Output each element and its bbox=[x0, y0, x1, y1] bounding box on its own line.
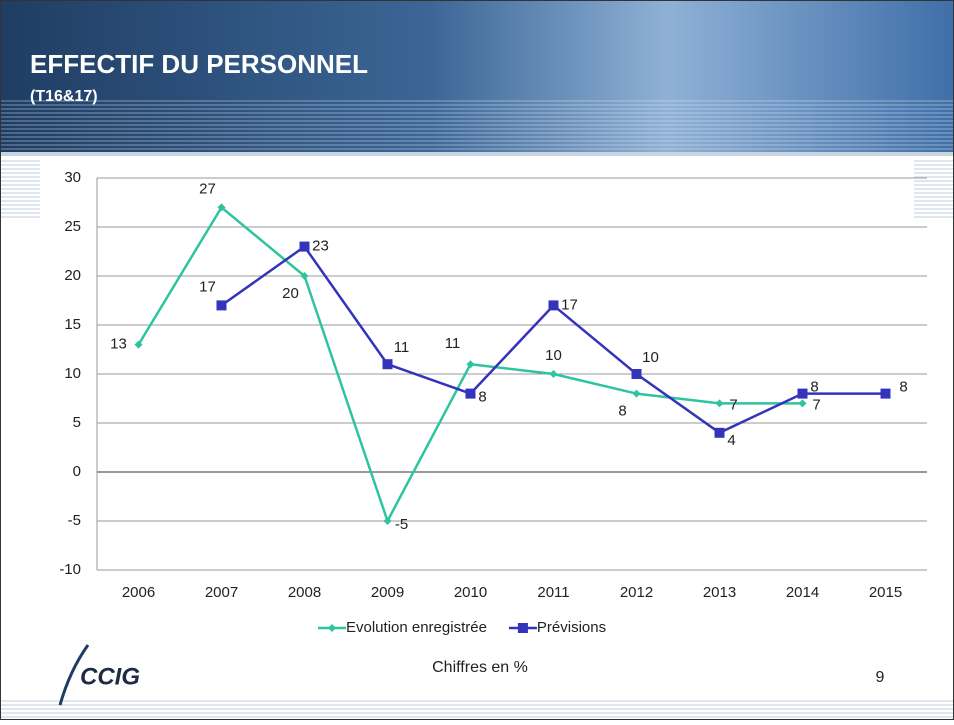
y-tick-label: -5 bbox=[68, 512, 81, 529]
legend-marker bbox=[328, 624, 336, 632]
data-label: 8 bbox=[899, 379, 907, 396]
data-label: 8 bbox=[478, 389, 486, 406]
x-tick-label: 2007 bbox=[205, 584, 238, 601]
y-tick-label: 25 bbox=[64, 218, 81, 235]
y-tick-label: 5 bbox=[73, 414, 81, 431]
point bbox=[633, 390, 641, 398]
data-label: 17 bbox=[561, 296, 578, 313]
footer-stripes bbox=[0, 700, 954, 720]
data-label: 23 bbox=[312, 238, 329, 255]
data-label: 13 bbox=[110, 336, 127, 353]
point bbox=[549, 300, 559, 310]
point bbox=[881, 389, 891, 399]
x-tick-label: 2010 bbox=[454, 584, 487, 601]
header-rule bbox=[0, 152, 954, 156]
y-tick-label: 0 bbox=[73, 463, 81, 480]
y-tick-label: 20 bbox=[64, 267, 81, 284]
data-label: 10 bbox=[642, 349, 659, 366]
data-label: 10 bbox=[545, 347, 562, 364]
data-label: 4 bbox=[727, 432, 735, 449]
logo: CCIG bbox=[80, 663, 140, 690]
point bbox=[632, 369, 642, 379]
data-label: 11 bbox=[445, 335, 461, 352]
data-label: 7 bbox=[729, 396, 737, 413]
legend-marker bbox=[518, 623, 528, 633]
x-tick-label: 2014 bbox=[786, 584, 819, 601]
slide: EFFECTIF DU PERSONNEL (T16&17) CCIG Chif… bbox=[0, 0, 954, 720]
legend-label: Prévisions bbox=[537, 619, 606, 636]
x-tick-label: 2006 bbox=[122, 584, 155, 601]
y-tick-label: 30 bbox=[64, 169, 81, 186]
point bbox=[550, 370, 558, 378]
x-tick-label: 2011 bbox=[537, 584, 569, 601]
point bbox=[716, 399, 724, 407]
side-stripes bbox=[0, 160, 40, 220]
data-label: 27 bbox=[199, 180, 216, 197]
point bbox=[799, 399, 807, 407]
x-tick-label: 2008 bbox=[288, 584, 321, 601]
x-tick-label: 2015 bbox=[869, 584, 902, 601]
data-label: 7 bbox=[812, 396, 820, 413]
y-tick-label: 15 bbox=[64, 316, 81, 333]
slide-subtitle: (T16&17) bbox=[30, 88, 98, 105]
point bbox=[466, 389, 476, 399]
slide-title: EFFECTIF DU PERSONNEL bbox=[30, 49, 368, 79]
point bbox=[798, 389, 808, 399]
side-stripes bbox=[914, 160, 954, 220]
series-line bbox=[222, 247, 886, 433]
header-stripes bbox=[0, 100, 954, 152]
data-label: 17 bbox=[199, 278, 216, 295]
data-label: 8 bbox=[618, 403, 626, 420]
data-label: 11 bbox=[394, 339, 410, 356]
y-tick-label: 10 bbox=[64, 365, 81, 382]
point bbox=[300, 242, 310, 252]
x-tick-label: 2009 bbox=[371, 584, 404, 601]
y-tick-label: -10 bbox=[59, 561, 81, 578]
page-number: 9 bbox=[876, 669, 885, 686]
point bbox=[383, 359, 393, 369]
point bbox=[217, 300, 227, 310]
legend-label: Evolution enregistrée bbox=[346, 619, 487, 636]
x-tick-label: 2013 bbox=[703, 584, 736, 601]
note: Chiffres en % bbox=[432, 659, 528, 676]
data-label: 20 bbox=[282, 285, 299, 302]
data-label: 8 bbox=[810, 379, 818, 396]
point bbox=[715, 428, 725, 438]
data-label: -5 bbox=[395, 516, 408, 533]
page: {"slide": {"title": "EFFECTIF DU PERSONN… bbox=[0, 0, 954, 720]
x-tick-label: 2012 bbox=[620, 584, 653, 601]
